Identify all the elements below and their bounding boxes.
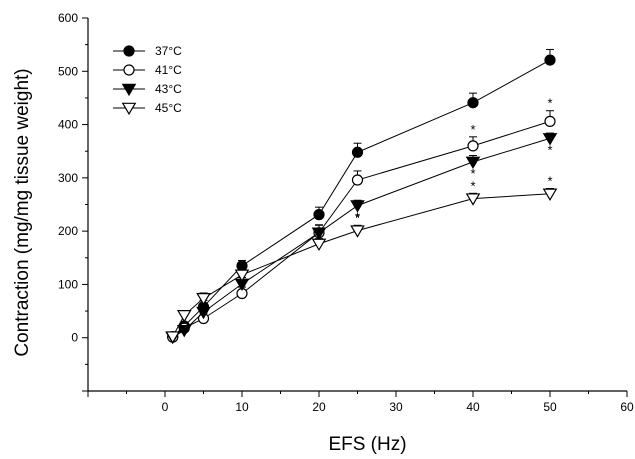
significance-star: * — [547, 174, 552, 189]
series-4 — [165, 188, 558, 344]
series-3 — [165, 132, 558, 345]
significance-star: * — [355, 210, 360, 225]
significance-star: * — [355, 210, 360, 225]
x-tick-label: 60 — [620, 400, 634, 414]
legend-marker — [121, 83, 137, 97]
y-tick-label: 400 — [58, 118, 78, 132]
legend-label: 43°C — [155, 82, 182, 96]
series-line — [172, 59, 551, 337]
data-point — [313, 209, 325, 221]
y-tick-label: 0 — [71, 331, 78, 345]
significance-star: * — [470, 178, 475, 193]
legend: 37°C 41°C 43°C 45°C — [113, 44, 182, 116]
data-point — [542, 133, 558, 146]
series-line — [172, 193, 551, 337]
x-tick-label: 40 — [466, 400, 480, 414]
x-tick-label: 30 — [389, 400, 403, 414]
legend-label: 45°C — [155, 101, 182, 115]
data-point — [542, 188, 558, 201]
legend-label: 37°C — [155, 44, 182, 58]
legend-marker — [123, 64, 135, 76]
x-tick-label: 0 — [162, 400, 169, 414]
legend-marker — [121, 102, 137, 116]
significance-star: * — [547, 142, 552, 157]
data-point — [350, 225, 365, 238]
data-point — [176, 310, 192, 323]
legend-entry: 41°C — [113, 63, 182, 77]
data-point — [467, 97, 479, 109]
data-point — [234, 269, 250, 282]
legend-entry: 37°C — [113, 44, 182, 58]
x-tick-label: 10 — [235, 400, 249, 414]
data-point — [351, 146, 364, 158]
series-line — [172, 137, 551, 338]
data-point — [176, 324, 192, 338]
x-axis-title: EFS (Hz) — [328, 434, 406, 455]
data-point — [465, 156, 481, 169]
data-point — [351, 174, 364, 186]
y-tick-label: 500 — [58, 64, 78, 78]
legend-entry: 45°C — [113, 101, 182, 116]
series-layer: ******* * — [165, 48, 558, 345]
significance-star: * — [470, 122, 475, 137]
series-1 — [167, 48, 556, 343]
legend-entry: 43°C — [113, 82, 182, 97]
data-point — [311, 227, 327, 240]
data-point — [196, 306, 211, 320]
data-point — [465, 193, 481, 206]
legend-label: 41°C — [155, 63, 182, 77]
data-point — [467, 140, 479, 152]
y-tick-label: 300 — [58, 171, 78, 185]
y-tick-label: 100 — [58, 277, 78, 291]
data-point — [196, 292, 211, 306]
data-point — [311, 238, 327, 252]
y-axis-title: Contraction (mg/mg tissue weight) — [12, 68, 33, 356]
data-point — [544, 115, 556, 127]
y-tick-label: 600 — [58, 11, 78, 25]
data-point — [350, 200, 365, 213]
axes: 0 100 200 300 400 500 600 0 10 20 30 40 50 60 — [58, 11, 634, 414]
legend-marker — [123, 45, 135, 57]
data-point — [544, 54, 556, 66]
significance-star: * — [470, 166, 475, 181]
x-tick-label: 20 — [312, 400, 326, 414]
data-point — [165, 331, 180, 344]
y-tick-label: 200 — [58, 224, 78, 238]
x-tick-label: 50 — [543, 400, 557, 414]
significance-star: * — [547, 96, 552, 111]
